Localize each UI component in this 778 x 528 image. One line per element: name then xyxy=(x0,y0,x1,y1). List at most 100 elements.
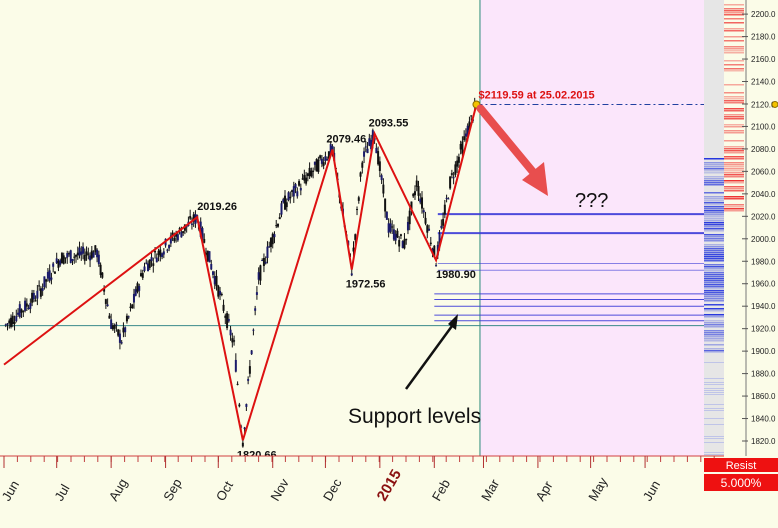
support-heat-band xyxy=(704,184,724,186)
candle-body xyxy=(155,257,158,263)
resistance-heat-band xyxy=(724,180,744,182)
candle-body xyxy=(259,265,262,281)
candle-body xyxy=(410,201,413,210)
support-heat-band xyxy=(704,340,724,342)
candle-body xyxy=(429,242,432,245)
candle-body xyxy=(139,273,142,277)
support-heat-band xyxy=(704,276,724,278)
candle-body xyxy=(78,247,81,256)
candle-body xyxy=(452,177,455,179)
candle-body xyxy=(269,237,272,247)
candle-body xyxy=(419,198,422,203)
candle-body xyxy=(148,259,151,268)
candle-body xyxy=(445,197,448,199)
candle-body xyxy=(433,245,436,257)
candle-body xyxy=(73,256,76,258)
candle-body xyxy=(250,350,253,355)
support-heat-band xyxy=(704,258,724,260)
resistance-heat-band xyxy=(724,22,744,24)
support-heat-band xyxy=(704,408,724,409)
resistance-heat-band xyxy=(724,140,744,142)
resistance-heat-band xyxy=(724,182,744,184)
candle-body xyxy=(138,286,141,291)
resistance-heat-band xyxy=(724,166,744,168)
candle-body xyxy=(440,225,443,228)
candle-body xyxy=(298,181,301,186)
candle-body xyxy=(124,327,127,333)
resistance-heat-band xyxy=(724,190,744,192)
candle-body xyxy=(34,300,37,302)
candle-body xyxy=(219,290,222,295)
support-heat-band xyxy=(704,260,724,262)
candle-body xyxy=(371,130,374,143)
support-heat-band xyxy=(704,216,724,218)
support-heat-band xyxy=(704,240,724,242)
candle-body xyxy=(326,159,329,161)
candle-body xyxy=(396,230,399,238)
candle-body xyxy=(203,238,206,243)
candle-body xyxy=(90,250,93,259)
support-heat-band xyxy=(704,170,724,172)
support-heat-band xyxy=(704,246,724,248)
support-heat-band xyxy=(704,310,724,312)
candle-body xyxy=(234,359,237,372)
support-heat-band xyxy=(704,182,724,184)
support-heat-band xyxy=(704,256,724,258)
candle-body xyxy=(201,228,204,240)
candle-body xyxy=(327,151,330,159)
candle-body xyxy=(66,253,69,258)
current-value-label: 2120.0 xyxy=(751,100,776,109)
forecast-arrow-head xyxy=(522,162,548,196)
candle-body xyxy=(354,234,357,240)
candle-body xyxy=(145,262,148,264)
support-heat-band xyxy=(704,326,724,328)
support-heat-band xyxy=(704,390,724,391)
resistance-heat-band xyxy=(724,100,744,102)
candle-body xyxy=(413,191,416,196)
candle-body xyxy=(189,216,192,219)
candle-body xyxy=(110,319,113,329)
candle-body xyxy=(435,265,438,267)
support-heat-band xyxy=(704,418,724,419)
candle-body xyxy=(141,273,144,278)
candle-body xyxy=(212,271,215,275)
candle-body xyxy=(278,217,281,220)
candle-body xyxy=(67,253,70,255)
resistance-heat-band xyxy=(724,14,744,16)
candle-body xyxy=(231,338,234,343)
support-heat-band xyxy=(704,442,724,443)
support-heat-band xyxy=(704,212,724,214)
pivot-label: 2079.46 xyxy=(326,134,366,146)
candle-body xyxy=(384,198,387,212)
candle-body xyxy=(150,257,153,261)
candle-body xyxy=(276,223,279,227)
candle-body xyxy=(122,327,125,333)
resistance-heat-band xyxy=(724,10,744,12)
candle-body xyxy=(266,246,269,259)
support-heat-band xyxy=(704,228,724,230)
support-heat-band xyxy=(704,158,724,160)
candle-body xyxy=(320,158,323,164)
candle-body xyxy=(111,325,114,330)
candle-body xyxy=(169,235,172,244)
candle-body xyxy=(45,279,48,282)
candle-body xyxy=(415,180,418,187)
candle-body xyxy=(125,315,128,322)
resistance-heat-band xyxy=(724,70,744,72)
candle-body xyxy=(17,312,20,315)
current-point-label: $2119.59 at 25.02.2015 xyxy=(478,89,594,101)
candle-body xyxy=(294,184,297,189)
candle-body xyxy=(190,223,193,225)
support-heat-band xyxy=(704,424,724,425)
y-tick-label: 2020.0 xyxy=(751,212,776,221)
candle-body xyxy=(380,175,383,181)
support-heat-band xyxy=(704,196,724,198)
candle-body xyxy=(387,223,390,233)
candle-body xyxy=(356,209,359,211)
y-tick-label: 1980.0 xyxy=(751,257,776,266)
candle-body xyxy=(287,192,290,201)
y-tick-label: 2000.0 xyxy=(751,235,776,244)
candle-body xyxy=(31,292,34,303)
support-heat-band xyxy=(704,176,724,178)
x-axis-band xyxy=(0,456,724,523)
